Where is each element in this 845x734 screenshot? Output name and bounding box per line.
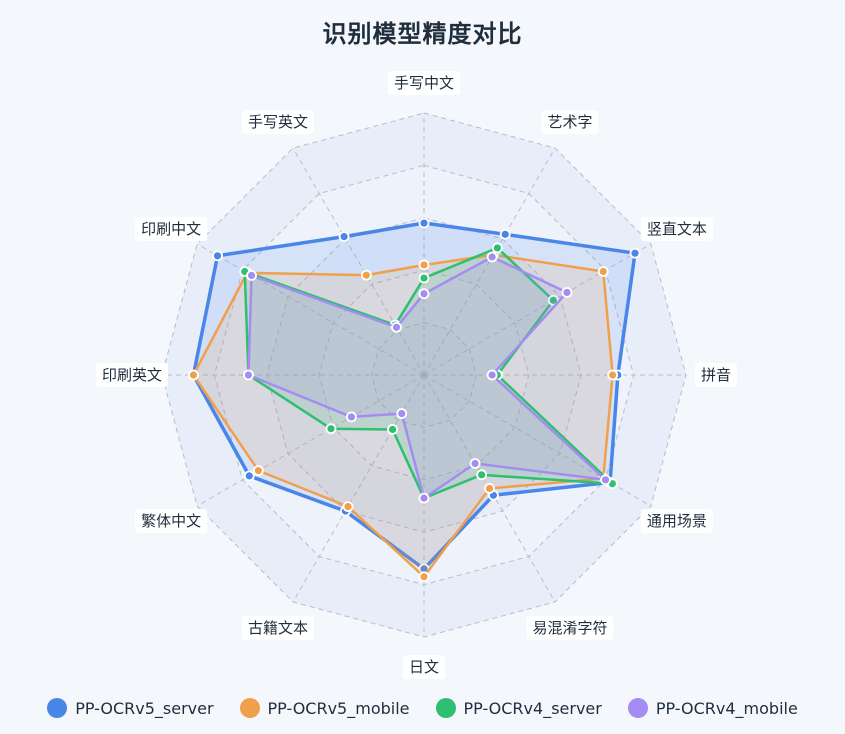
axis-label-bg xyxy=(135,509,208,533)
axis-label-bg xyxy=(135,217,208,241)
data-point xyxy=(607,369,619,381)
data-point xyxy=(188,369,199,381)
data-point xyxy=(597,266,609,277)
data-point xyxy=(391,321,402,333)
axis-label-4: 通用场景 xyxy=(640,509,713,533)
axis-label-bg xyxy=(640,217,713,241)
axis-label-bg xyxy=(526,615,614,640)
data-point xyxy=(469,458,481,469)
legend-label: PP-OCRv4_mobile xyxy=(655,698,798,718)
data-point xyxy=(345,411,357,423)
grid-spoke xyxy=(292,374,425,603)
axis-label-text: 手写中文 xyxy=(394,74,454,92)
axis-label-text: 通用场景 xyxy=(647,512,707,530)
axis-label-text: 古籍文本 xyxy=(248,619,308,637)
chart-title: 识别模型精度对比 xyxy=(322,20,523,48)
data-point xyxy=(325,423,337,435)
data-point xyxy=(246,270,257,281)
axis-label-bg xyxy=(541,110,599,135)
data-point xyxy=(561,287,573,298)
axis-label-10: 印刷中文 xyxy=(135,217,208,241)
data-point xyxy=(418,571,430,583)
data-point xyxy=(600,474,611,486)
radar-grid xyxy=(161,112,687,638)
data-point xyxy=(342,501,354,513)
axis-label-text: 易混淆字符 xyxy=(532,619,607,637)
axis-label-text: 艺术字 xyxy=(547,113,592,131)
legend-marker xyxy=(435,698,456,718)
grid-spoke xyxy=(196,374,425,507)
legend-label: PP-OCRv4_server xyxy=(463,698,602,718)
axis-label-bg xyxy=(640,509,713,533)
axis-label-text: 手写英文 xyxy=(248,113,308,131)
axis-label-text: 竖直文本 xyxy=(647,220,707,238)
legend-marker xyxy=(239,698,260,718)
axis-label-text: 印刷中文 xyxy=(141,220,201,238)
axis-label-2: 竖直文本 xyxy=(640,217,713,241)
grid-spoke xyxy=(196,243,425,376)
data-point xyxy=(418,217,430,229)
axis-label-bg xyxy=(242,615,314,640)
data-point xyxy=(212,250,223,262)
legend-label: PP-OCRv5_server xyxy=(75,698,214,718)
axis-label-0: 手写中文 xyxy=(388,71,460,95)
legend-item[interactable]: PP-OCRv4_server xyxy=(435,698,602,718)
axis-label-9: 印刷英文 xyxy=(96,363,168,387)
data-point xyxy=(418,259,430,271)
data-point xyxy=(243,369,254,381)
axis-label-bg xyxy=(403,655,445,679)
data-point xyxy=(547,294,559,306)
legend-item[interactable]: PP-OCRv5_server xyxy=(47,698,214,718)
data-point xyxy=(486,251,498,263)
data-point xyxy=(360,269,372,281)
data-point xyxy=(418,288,430,300)
legend: PP-OCRv5_server PP-OCRv5_mobile PP-OCRv4_s… xyxy=(0,692,845,724)
data-point xyxy=(476,469,488,481)
axis-label-text: 日文 xyxy=(409,658,439,676)
axis-label-8: 繁体中文 xyxy=(135,509,208,533)
data-point xyxy=(338,231,350,242)
axis-label-bg xyxy=(388,71,460,95)
data-point xyxy=(629,247,641,259)
data-point xyxy=(387,424,398,435)
data-point xyxy=(484,483,495,494)
axis-label-bg xyxy=(695,363,737,387)
data-point xyxy=(243,470,255,482)
axis-label-5: 易混淆字符 xyxy=(526,615,614,640)
axis-label-bg xyxy=(96,363,168,387)
radar-series-layer xyxy=(188,217,641,583)
axis-label-bg xyxy=(242,110,314,135)
legend-label: PP-OCRv5_mobile xyxy=(267,698,410,718)
axis-label-1: 艺术字 xyxy=(541,110,599,135)
axis-label-11: 手写英文 xyxy=(242,110,314,135)
data-point xyxy=(486,369,498,381)
data-point xyxy=(252,465,264,477)
grid-spoke xyxy=(292,147,425,376)
data-point xyxy=(418,492,430,504)
legend-marker xyxy=(627,698,648,718)
axis-label-text: 拼音 xyxy=(701,366,731,384)
legend-item[interactable]: PP-OCRv4_mobile xyxy=(627,698,798,718)
data-point xyxy=(491,242,503,254)
data-point xyxy=(418,272,430,284)
data-point xyxy=(396,408,408,419)
axis-label-text: 印刷英文 xyxy=(102,366,162,384)
axis-label-text: 繁体中文 xyxy=(141,512,201,530)
legend-item[interactable]: PP-OCRv5_mobile xyxy=(239,698,410,718)
axis-label-7: 古籍文本 xyxy=(242,615,314,640)
data-point xyxy=(499,228,511,240)
series-PP-OCRv4_mobile xyxy=(243,251,611,504)
legend-marker xyxy=(47,698,68,718)
axis-label-6: 日文 xyxy=(403,655,445,679)
grid-spoke xyxy=(423,243,652,376)
axis-label-3: 拼音 xyxy=(695,363,737,387)
